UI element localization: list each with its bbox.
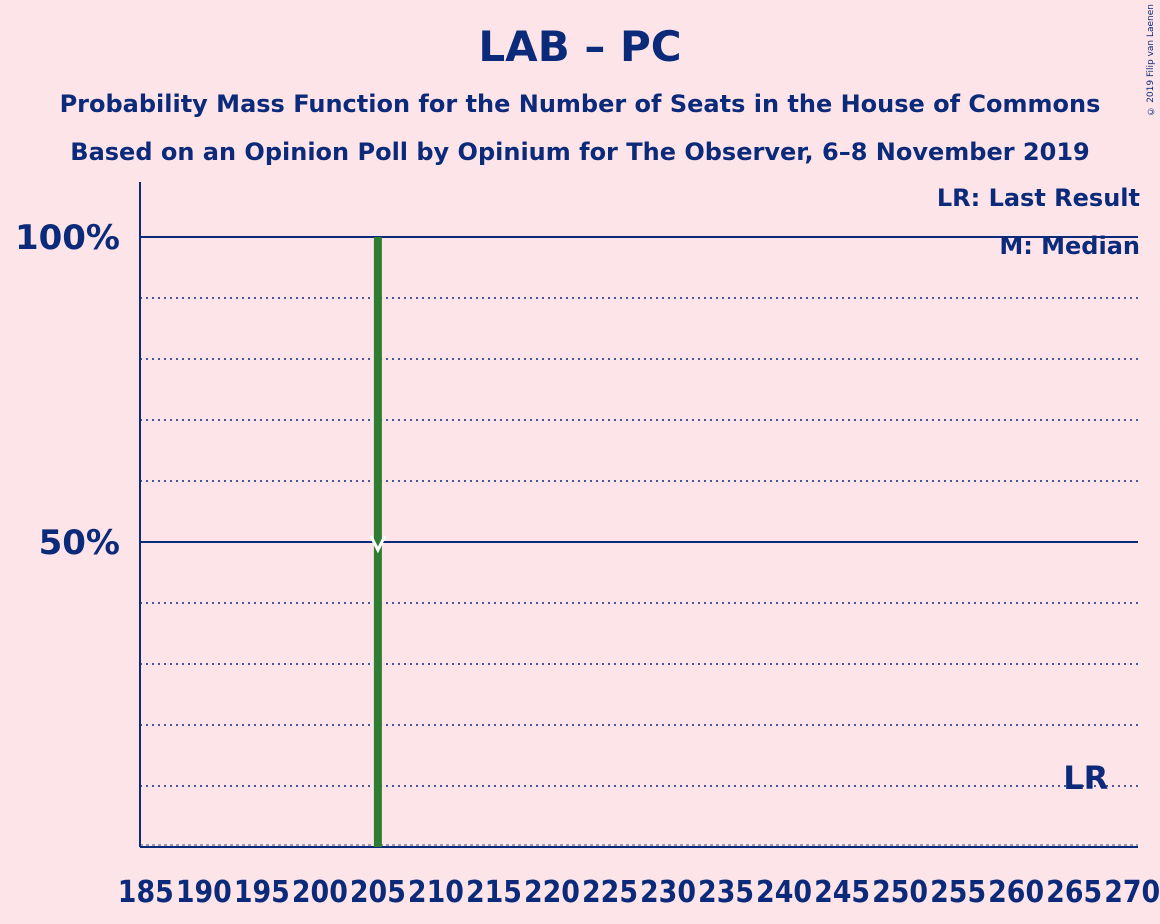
x-tick-label: 255 (930, 875, 986, 910)
x-tick-label: 205 (350, 875, 406, 910)
chart-subtitle-1: Probability Mass Function for the Number… (59, 90, 1101, 118)
y-tick-label: 50% (39, 523, 120, 563)
x-tick-label: 245 (814, 875, 870, 910)
x-tick-label: 200 (292, 875, 348, 910)
x-tick-label: 240 (756, 875, 812, 910)
chart-title: LAB – PC (478, 22, 682, 71)
x-tick-label: 250 (872, 875, 928, 910)
x-tick-label: 270 (1104, 875, 1160, 910)
bar-seat-205 (373, 237, 382, 847)
x-tick-label: 235 (698, 875, 754, 910)
x-tick-label: 225 (582, 875, 638, 910)
y-tick-label: 100% (15, 218, 120, 258)
x-tick-label: 265 (1046, 875, 1102, 910)
x-tick-label: 220 (524, 875, 580, 910)
last-result-label: LR (1063, 759, 1108, 797)
median-marker (369, 535, 387, 554)
x-tick-label: 215 (466, 875, 522, 910)
x-tick-label: 185 (118, 875, 174, 910)
legend-last-result: LR: Last Result (936, 184, 1140, 212)
chart-subtitle-2: Based on an Opinion Poll by Opinium for … (70, 138, 1090, 166)
x-tick-label: 260 (988, 875, 1044, 910)
x-tick-label: 190 (176, 875, 232, 910)
x-tick-label: 230 (640, 875, 696, 910)
x-tick-label: 210 (408, 875, 464, 910)
x-tick-label: 195 (234, 875, 290, 910)
